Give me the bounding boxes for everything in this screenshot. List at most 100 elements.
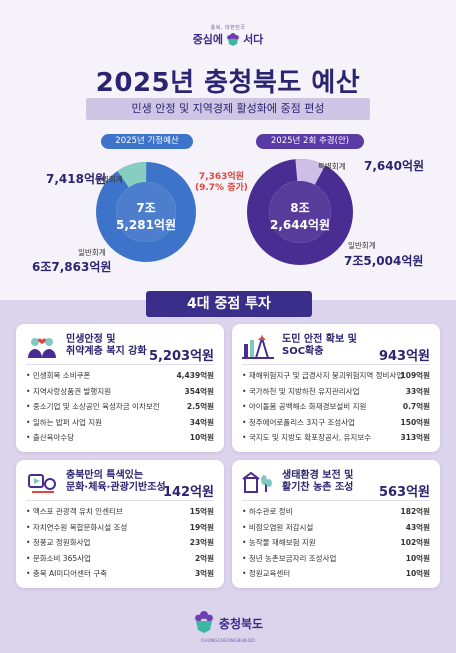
card-item-name: 정원교육센터 (248, 569, 291, 578)
original-total: 7조 5,281억원 (112, 200, 180, 234)
card-item-name: 지역사랑상품권 발행지원 (32, 386, 112, 396)
card-item-value: 4,439억원 (176, 371, 214, 380)
card-item: • 중소기업 및 소상공인 육성자금 이차보전 2.5억원 (26, 402, 214, 411)
original-total-l2: 5,281억원 (115, 218, 177, 232)
card-item-name: 청주에어로폴리스 3지구 조성사업 (248, 417, 355, 427)
card-title: 도민 안전 확보 및 SOC확충 (282, 334, 357, 358)
infrastructure-icon (242, 334, 274, 360)
card-divider (242, 500, 430, 501)
card-item-name: 국지도 및 지방도 확포장공사, 유지보수 (248, 433, 372, 442)
original-budget-pill: 2025년 기정예산 (101, 134, 193, 149)
card-total: 5,203억원 (148, 349, 214, 364)
card-item-name: 문화소비 365사업 (32, 553, 91, 563)
card-item: • 아이돌봄 공백해소 화재경보설비 지원 0.7억원 (242, 402, 430, 411)
card-total: 943억원 (378, 349, 430, 364)
donut-center (116, 182, 176, 242)
card-title-l1: 도민 안전 확보 및 (282, 334, 357, 345)
card-item-value: 102억원 (400, 538, 430, 547)
card-item: • 청년 농촌보금자리 조성사업 10억원 (242, 553, 430, 563)
donut-center (269, 181, 331, 243)
card-item-name: 충북 AI미디어센터 구축 (32, 569, 108, 578)
original-budget-donut (96, 162, 196, 262)
card-item-value: 3억원 (194, 569, 214, 578)
card-title-l2: SOC확충 (282, 346, 324, 357)
original-special-amount: 7,418억원 (46, 172, 107, 186)
card-item-name: 민생회복 소비쿠폰 (32, 371, 91, 380)
card-item: • 지역사랑상품권 발행지원 354억원 (26, 386, 214, 396)
card-item-name: 중소기업 및 소상공인 육성자금 이차보전 (32, 402, 160, 411)
card-item: • 청주에어로폴리스 3지구 조성사업 150억원 (242, 417, 430, 427)
card-item: • 민생회복 소비쿠폰 4,439억원 (26, 371, 214, 380)
revised-special-amount: 7,640억원 (364, 159, 425, 173)
card-item-name: 일하는 밥퍼 사업 지원 (32, 417, 103, 427)
card-item-value: 10억원 (405, 553, 430, 563)
card-item-value: 354억원 (184, 386, 214, 396)
card-item: • 엑스포 관광객 유치 인센티브 15억원 (26, 507, 214, 516)
card-item-value: 2.5억원 (186, 402, 214, 411)
special-account-slice (96, 162, 196, 262)
invest-card-3: 충북만의 특색있는 문화·체육·관광기반조성 142억원 • 엑스포 관광객 유치 인… (16, 460, 224, 588)
card-item: • 일하는 밥퍼 사업 지원 34억원 (26, 417, 214, 427)
card-item-value: 10억원 (189, 433, 214, 442)
card-item-name: 국가하천 및 지방하천 유지관리사업 (248, 386, 360, 396)
revised-general-label: 일반회계 (348, 241, 376, 250)
card-item-name: 청년 농촌보금자리 조성사업 (248, 553, 337, 563)
card-item-name: 농작물 재해보험 지원 (248, 538, 316, 547)
invest-card-2: 도민 안전 확보 및 SOC확충 943억원 • 재해위험지구 및 급경사지 붕괴위험… (232, 324, 440, 452)
revised-special-label: 특별회계 (318, 162, 346, 171)
card-title-l1: 민생안정 및 (66, 334, 116, 345)
card-item-value: 2억원 (194, 553, 214, 563)
top-section (0, 0, 456, 300)
card-item-name: 자치연수원 복합문화시설 조성 (32, 522, 128, 532)
card-item: • 충북 AI미디어센터 구축 3억원 (26, 569, 214, 578)
footer-name: 충청북도 (218, 617, 264, 631)
increase-amount: 7,363억원 (198, 172, 244, 182)
card-item-value: 313억원 (400, 433, 430, 442)
card-item: • 자치연수원 복합문화시설 조성 19억원 (26, 522, 214, 532)
people-heart-icon (26, 334, 58, 360)
card-title-l1: 생태환경 보전 및 (282, 470, 354, 481)
subtitle-banner: 민생 안정 및 지역경제 활성화에 중점 편성 (86, 98, 370, 120)
card-divider (26, 500, 214, 501)
card-item-name: 엑스포 관광객 유치 인센티브 (32, 507, 123, 516)
revised-general-amount: 7조5,004억원 (344, 254, 424, 268)
footer-logo: 충청북도 CHUNGCHEONGBUK-DO (0, 610, 456, 644)
chungbuk-logo-icon (193, 610, 215, 637)
card-item-value: 33억원 (405, 386, 430, 396)
card-item-value: 23억원 (189, 538, 214, 547)
card-title-l1: 충북만의 특색있는 (66, 470, 144, 481)
card-item: • 농작물 재해보험 지원 102억원 (242, 538, 430, 547)
card-item-name: 아이돌봄 공백해소 화재경보설비 지원 (248, 402, 367, 411)
card-title-l2: 취약계층 복지 강화 (66, 346, 147, 357)
card-item: • 재해위험지구 및 급경사지 붕괴위험지역 정비사업 109억원 (242, 371, 430, 380)
revised-total: 8조 2,644억원 (264, 200, 336, 234)
card-divider (26, 364, 214, 365)
slogan-logo: 충북, 대한민국 중심에 서다 (0, 24, 456, 47)
invest-card-4: 생태환경 보전 및 활기찬 농촌 조성 563억원 • 하수관로 정비 182억원 • 비… (232, 460, 440, 588)
footer-sub: CHUNGCHEONGBUK-DO (201, 639, 255, 644)
culture-icon (26, 470, 58, 496)
card-title: 충북만의 특색있는 문화·체육·관광기반조성 (66, 470, 166, 494)
revised-total-l1: 8조 (290, 201, 310, 215)
card-item-name: 출산육아수당 (32, 433, 75, 442)
card-title-l2: 활기찬 농촌 조성 (282, 482, 354, 493)
card-item-name: 재해위험지구 및 급경사지 붕괴위험지역 정비사업 (248, 371, 404, 380)
invest-card-1: 민생안정 및 취약계층 복지 강화 5,203억원 • 민생회복 소비쿠폰 4,439억… (16, 324, 224, 452)
eco-farm-icon (242, 470, 274, 496)
card-item-value: 43억원 (405, 522, 430, 532)
increase-text: 7,363억원 (9.7% 증가) (195, 172, 248, 194)
section-title: 4대 중점 투자 (146, 291, 312, 317)
card-item-name: 비점오염원 저감시설 (248, 522, 314, 532)
slogan-right: 서다 (243, 33, 264, 46)
card-item-value: 19억원 (189, 522, 214, 532)
card-divider (242, 364, 430, 365)
revised-budget-donut (247, 159, 353, 265)
card-item: • 비점오염원 저감시설 43억원 (242, 522, 430, 532)
card-item: • 출산육아수당 10억원 (26, 433, 214, 442)
card-item-value: 0.7억원 (402, 402, 430, 411)
card-title-l2: 문화·체육·관광기반조성 (66, 482, 166, 493)
original-special-label: 특별회계 (95, 175, 123, 184)
card-item-name: 청풍교 정원화사업 (32, 538, 91, 547)
card-total: 563억원 (378, 485, 430, 500)
card-item: • 국가하천 및 지방하천 유지관리사업 33억원 (242, 386, 430, 396)
